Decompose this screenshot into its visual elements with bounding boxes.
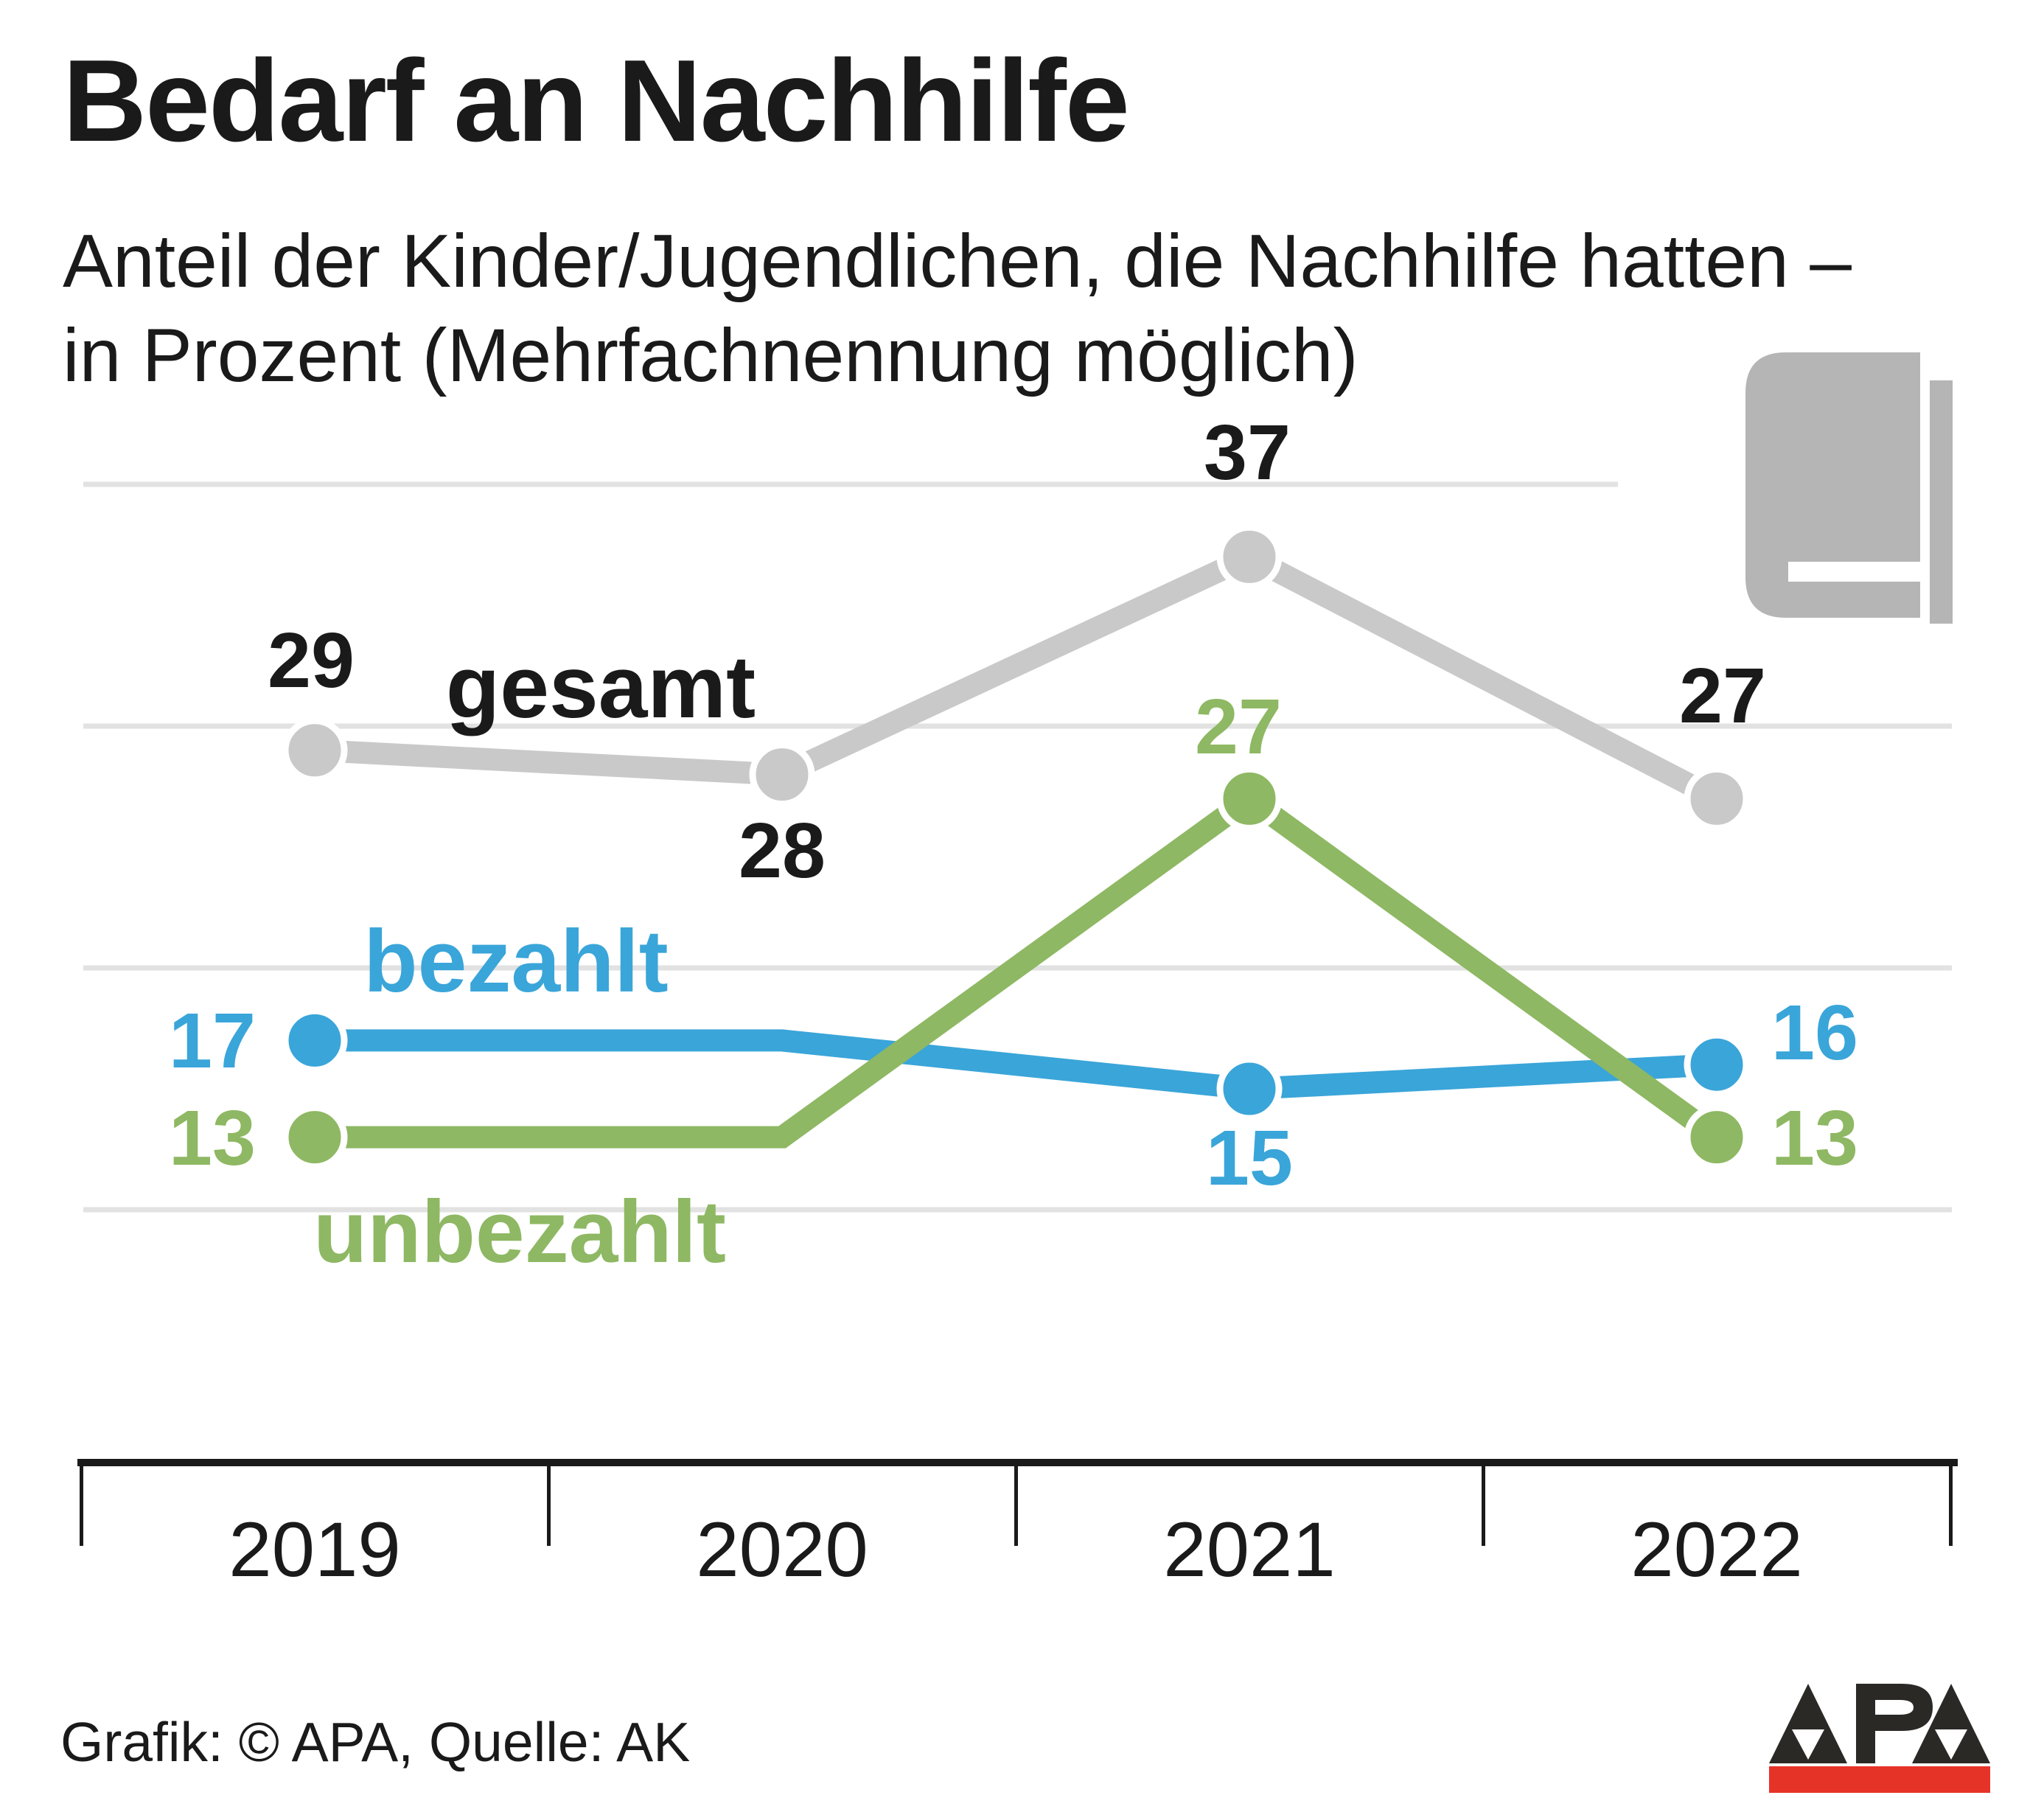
chart-subtitle-line-2: in Prozent (Mehrfachnennung möglich) — [63, 313, 1358, 397]
apa-logo-letter-a2 — [1912, 1684, 1990, 1763]
chart-subtitle: Anteil der Kinder/Jugendlichen, die Nach… — [63, 214, 1852, 403]
x-axis-tick-3 — [1482, 1466, 1485, 1546]
book-icon-cover — [1745, 352, 1920, 618]
value-label-unbezahlt-2021: 27 — [1195, 683, 1282, 770]
value-label-bezahlt-2022: 16 — [1771, 989, 1858, 1076]
value-label-unbezahlt-2022: 13 — [1771, 1095, 1858, 1182]
x-axis-line — [77, 1459, 1958, 1466]
chart-subtitle-line-1: Anteil der Kinder/Jugendlichen, die Nach… — [63, 219, 1852, 303]
book-icon-page-slot — [1788, 562, 1920, 582]
point-bezahlt-2022 — [1684, 1031, 1750, 1098]
point-unbezahlt-2021 — [1216, 765, 1283, 832]
year-label-2022: 2022 — [1630, 1507, 1803, 1593]
point-gesamt-2022 — [1684, 765, 1750, 832]
series-label-gesamt: gesamt — [446, 638, 756, 736]
series-label-bezahlt: bezahlt — [363, 912, 668, 1011]
series-line-gesamt — [314, 544, 1722, 809]
point-gesamt-2020 — [749, 742, 815, 808]
value-label-gesamt-2021: 37 — [1204, 409, 1291, 496]
x-axis-tick-1 — [547, 1466, 551, 1546]
point-gesamt-2019 — [282, 717, 348, 784]
year-label-2021: 2021 — [1163, 1507, 1336, 1593]
x-axis-tick-4 — [1949, 1466, 1953, 1546]
x-axis-tick-2 — [1014, 1466, 1018, 1546]
apa-logo-red-bar — [1769, 1766, 1990, 1793]
point-gesamt-2021 — [1216, 523, 1283, 590]
series-line-bezahlt — [315, 1029, 1717, 1101]
value-label-gesamt-2022: 27 — [1679, 652, 1766, 739]
credit-text: Grafik: © APA, Quelle: AK — [60, 1711, 691, 1773]
apa-logo-letter-p — [1856, 1684, 1933, 1763]
series-label-unbezahlt: unbezahlt — [313, 1182, 726, 1281]
year-label-2019: 2019 — [229, 1507, 401, 1593]
point-unbezahlt-2022 — [1684, 1104, 1750, 1171]
point-bezahlt-2019 — [282, 1007, 348, 1073]
series-line-unbezahlt — [315, 784, 1723, 1149]
value-label-gesamt-2019: 29 — [268, 617, 355, 704]
book-icon — [1745, 352, 1953, 624]
point-bezahlt-2021 — [1216, 1056, 1283, 1122]
chart-title: Bedarf an Nachhilfe — [63, 36, 1130, 166]
x-axis-tick-0 — [80, 1466, 83, 1546]
book-icon-back-page — [1930, 380, 1953, 624]
year-label-2020: 2020 — [696, 1507, 868, 1593]
point-unbezahlt-2019 — [282, 1104, 348, 1171]
value-label-bezahlt-2019: 17 — [169, 997, 256, 1084]
apa-logo-letter-a1 — [1769, 1684, 1847, 1763]
value-label-gesamt-2020: 28 — [739, 807, 826, 894]
value-label-unbezahlt-2019: 13 — [169, 1095, 256, 1182]
value-label-bezahlt-2021: 15 — [1206, 1115, 1293, 1202]
apa-logo — [1769, 1684, 1990, 1793]
